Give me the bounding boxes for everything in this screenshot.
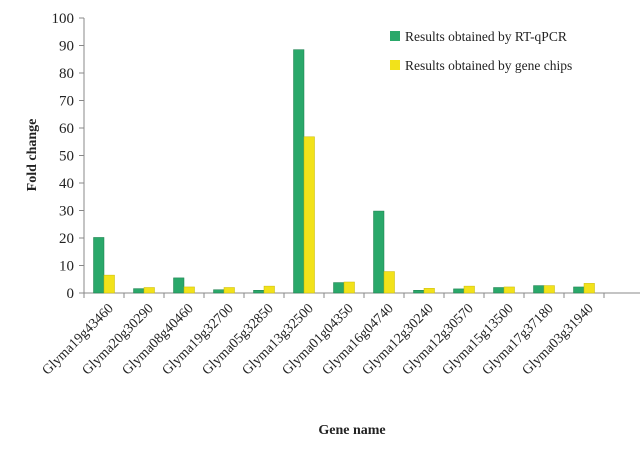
x-tick-label: Glyma19g32700 [160,301,237,378]
bar-rt-qpcr-glyma01g04350 [333,282,345,294]
bar-rt-qpcr-glyma12g30240 [413,290,425,294]
x-tick-labels: Glyma19g43460Glyma20g30290Glyma08g40460G… [40,301,597,378]
y-tick-label: 100 [52,11,75,27]
bar-gene-chips-glyma13g32500 [303,136,315,294]
y-tick-label: 50 [59,149,74,165]
bar-gene-chips-glyma08g40460 [183,286,195,294]
bar-gene-chips-glyma01g04350 [343,281,355,294]
legend-label-gene-chips: Results obtained by gene chips [405,58,572,73]
bar-gene-chips-glyma12g30570 [463,285,475,294]
y-tick-label: 80 [59,66,74,82]
x-tick-label: Glyma16g04740 [320,301,397,378]
bar-gene-chips-glyma19g43460 [103,274,115,294]
legend-swatch-rt-qpcr [390,31,400,41]
x-tick-label: Glyma12g30570 [400,301,477,378]
legend-label-rt-qpcr: Results obtained by RT-qPCR [405,29,567,44]
bar-rt-qpcr-glyma12g30570 [453,288,465,294]
bar-gene-chips-glyma05g32850 [263,285,275,294]
x-tick-label: Glyma01g04350 [280,301,357,378]
x-tick-label: Glyma19g43460 [40,301,117,378]
y-tick-label: 70 [59,94,74,110]
x-tick-label: Glyma15g13500 [440,301,517,378]
y-tick-label: 0 [67,286,75,302]
bar-rt-qpcr-glyma17g37180 [533,285,545,294]
legend: Results obtained by RT-qPCR Results obta… [390,29,572,73]
x-tick-label: Glyma05g32850 [200,301,277,378]
y-tick-label: 60 [59,121,74,137]
bar-gene-chips-glyma12g30240 [423,288,435,294]
bar-rt-qpcr-glyma13g32500 [293,49,305,294]
bar-gene-chips-glyma03g31940 [583,283,595,294]
bar-rt-qpcr-glyma08g40460 [173,277,185,294]
bar-rt-qpcr-glyma19g43460 [93,237,105,294]
bar-gene-chips-glyma19g32700 [223,287,235,294]
x-tick-label: Glyma20g30290 [80,301,157,378]
bar-gene-chips-glyma16g04740 [383,271,395,294]
y-tick-label: 40 [59,176,74,192]
x-axis-title: Gene name [318,423,385,438]
x-tick-label: Glyma17g37180 [480,301,557,378]
legend-swatch-gene-chips [390,60,400,70]
bars [93,49,595,294]
x-axis [83,292,640,298]
bar-rt-qpcr-glyma05g32850 [253,290,265,294]
bar-rt-qpcr-glyma16g04740 [373,210,385,294]
bar-gene-chips-glyma17g37180 [543,285,555,294]
y-tick-label: 90 [59,39,74,55]
y-axis-title: Fold change [25,119,40,192]
bar-rt-qpcr-glyma03g31940 [573,286,585,294]
bar-gene-chips-glyma20g30290 [143,287,155,294]
x-tick-label: Glyma13g32500 [240,301,317,378]
y-tick-label: 30 [59,204,74,220]
bar-rt-qpcr-glyma15g13500 [493,287,505,294]
x-tick-label: Glyma03g31940 [520,301,597,378]
x-tick-label: Glyma08g40460 [120,301,197,378]
y-axis: 0 10 20 30 40 50 60 70 80 90 100 [52,11,85,302]
y-tick-label: 20 [59,231,74,247]
y-tick-label: 10 [59,259,74,275]
bar-rt-qpcr-glyma20g30290 [133,288,145,294]
x-tick-label: Glyma12g30240 [360,301,437,378]
bar-rt-qpcr-glyma19g32700 [213,289,225,294]
bar-gene-chips-glyma15g13500 [503,286,515,294]
